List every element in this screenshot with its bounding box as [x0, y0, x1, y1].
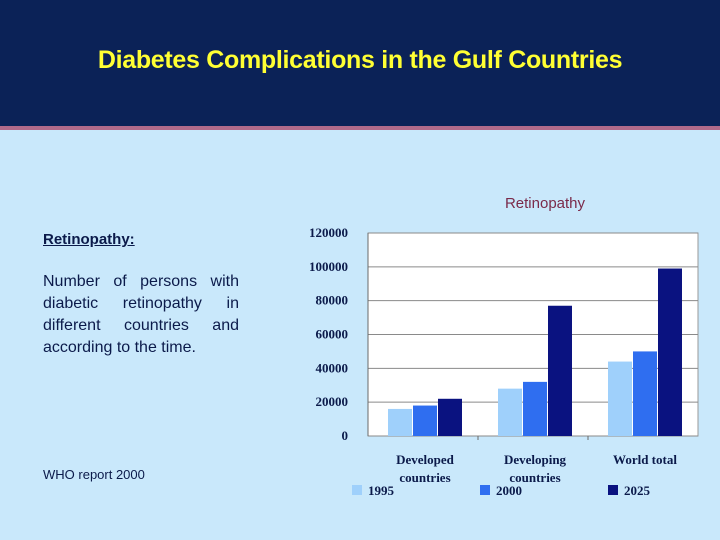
- bar-2025-1: [548, 305, 572, 436]
- bar-2000-2: [633, 351, 657, 436]
- bar-chart: 0 20000 40000 60000 80000 100000 120000 Develop…: [309, 225, 699, 498]
- y-tick-label: 100000: [309, 259, 348, 274]
- page-title: Diabetes Complications in the Gulf Count…: [97, 46, 623, 74]
- header-band: [0, 0, 720, 126]
- chart-title: Retinopathy: [504, 195, 586, 212]
- y-tick-label: 120000: [309, 225, 348, 240]
- bar-1995-0: [388, 408, 412, 436]
- bar-2025-0: [438, 398, 462, 436]
- bar-2000-1: [523, 381, 547, 436]
- description-text: Number of persons with diabetic retinopa…: [43, 273, 239, 356]
- legend-swatch: [352, 485, 362, 495]
- legend-label: 1995: [368, 483, 395, 498]
- legend-label: 2025: [624, 483, 651, 498]
- header-divider: [0, 126, 720, 130]
- legend-label: 2000: [496, 483, 522, 498]
- legend-swatch: [480, 485, 490, 495]
- y-tick-label: 80000: [316, 293, 349, 308]
- x-tick-label: Developed: [396, 452, 455, 467]
- bar-1995-2: [608, 361, 632, 436]
- bar-1995-1: [498, 388, 522, 436]
- x-tick-label: countries: [509, 470, 560, 485]
- source-note: WHO report 2000: [43, 467, 145, 482]
- section-heading: Retinopathy:: [43, 231, 135, 248]
- y-tick-label: 0: [342, 428, 349, 443]
- x-tick-label: countries: [399, 470, 450, 485]
- y-tick-label: 40000: [316, 360, 349, 375]
- y-tick-label: 60000: [316, 327, 349, 342]
- bar-2025-2: [658, 268, 682, 436]
- bar-2000-0: [413, 405, 437, 436]
- x-tick-label: World total: [613, 452, 677, 467]
- y-tick-label: 20000: [316, 394, 349, 409]
- x-tick-label: Developing: [504, 452, 567, 467]
- legend-swatch: [608, 485, 618, 495]
